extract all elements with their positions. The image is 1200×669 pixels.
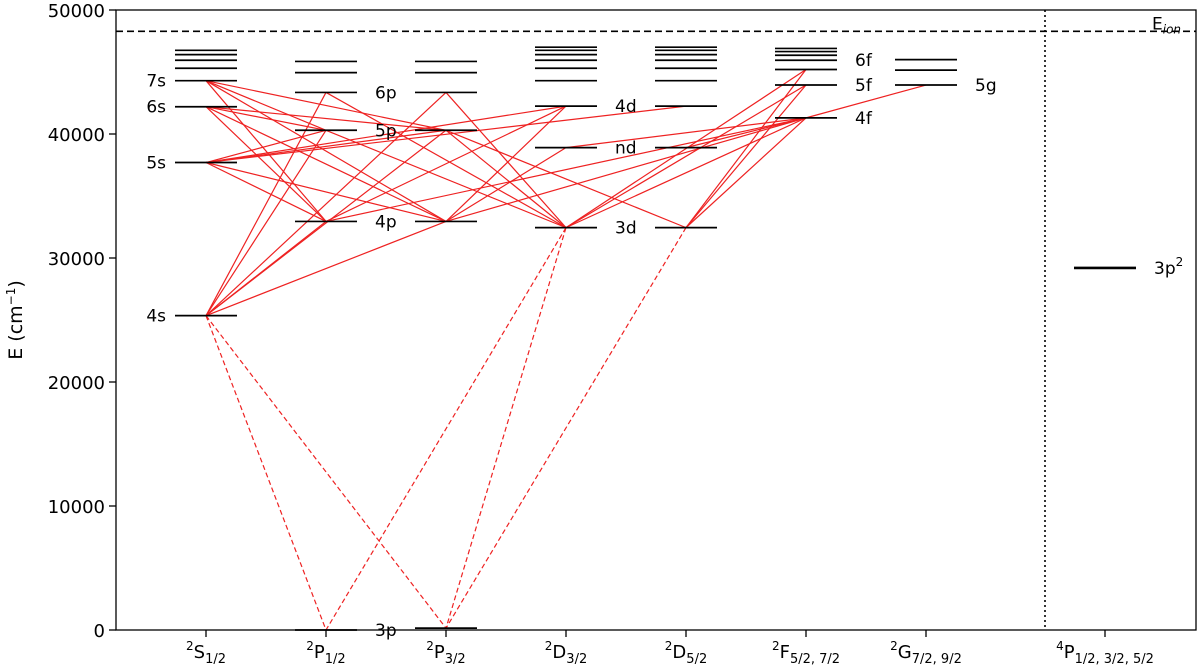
- transition-line: [445, 147, 567, 222]
- level-label: 5s: [146, 154, 166, 174]
- transition-line: [205, 161, 327, 222]
- level-label: 5p: [375, 121, 397, 141]
- x-tick-label: 2F5/2, 7/2: [772, 639, 840, 667]
- transition-line: [325, 91, 567, 229]
- level-label: 4d: [615, 97, 637, 117]
- y-tick-label: 0: [94, 621, 105, 642]
- level-label: 7s: [146, 72, 166, 92]
- level-label: 4f: [855, 109, 873, 129]
- y-tick-label: 50000: [48, 1, 105, 22]
- y-tick-label: 30000: [48, 249, 105, 270]
- transition-line: [205, 106, 327, 131]
- x-tick-label: 2G7/2, 9/2: [890, 639, 962, 667]
- level-label: 4s: [146, 307, 166, 327]
- transition-line: [205, 105, 567, 164]
- transition-line: [205, 80, 327, 222]
- transition-line: [205, 92, 447, 317]
- transition-line: [685, 117, 807, 149]
- transition-line: [205, 106, 447, 131]
- transition-line: [205, 80, 327, 131]
- transitions-layer: [205, 69, 927, 631]
- transition-line: [205, 129, 447, 164]
- transition-line: [685, 84, 807, 229]
- level-labels-layer: 7s 6s 5s 4s 6p 5p 4p 3p 4d nd 3d 6f 5f 4f 5g 3p2: [146, 51, 1183, 641]
- ionization-label: Eion: [1152, 14, 1181, 36]
- transition-line: [205, 106, 327, 222]
- transition-line: [205, 105, 687, 164]
- y-tick-label: 20000: [48, 373, 105, 394]
- transition-line-dashed: [205, 315, 447, 629]
- x-tick-label: 2D5/2: [665, 639, 707, 667]
- level-label: 6p: [375, 83, 397, 103]
- transition-line: [565, 117, 807, 149]
- transition-line: [205, 80, 447, 131]
- transition-line: [685, 69, 807, 228]
- plot-background: [116, 10, 1196, 630]
- y-tick-label: 10000: [48, 497, 105, 518]
- level-label: 5f: [855, 76, 873, 96]
- transition-line-dashed: [325, 227, 567, 631]
- transition-line: [205, 161, 447, 223]
- level-label: 3d: [615, 219, 637, 239]
- transition-line-dashed: [205, 315, 327, 631]
- transition-line: [445, 129, 567, 229]
- level-label: 5g: [975, 76, 997, 96]
- level-label: 3p: [375, 621, 397, 641]
- y-axis-ticks: 0 10000 20000 30000 40000 50000: [48, 1, 116, 642]
- transition-line: [325, 129, 567, 229]
- level-label: 4p: [375, 212, 397, 232]
- transition-line: [565, 117, 807, 229]
- level-label: nd: [615, 139, 637, 159]
- level-label: 3p2: [1154, 255, 1183, 279]
- x-tick-label: 4P1/2, 3/2, 5/2: [1056, 639, 1154, 667]
- transition-line: [565, 84, 807, 229]
- x-tick-label: 2D3/2: [545, 639, 587, 667]
- level-label: 6f: [855, 51, 873, 71]
- x-axis-ticks: 2S1/2 2P1/2 2P3/2 2D3/2 2D5/2 2F5/2, 7/2 2G7/2…: [186, 630, 1154, 667]
- transition-line: [205, 129, 327, 164]
- level-label: 6s: [146, 98, 166, 118]
- plot-frame: [115, 9, 1197, 631]
- transition-line: [205, 80, 447, 222]
- x-tick-label: 2P1/2: [306, 639, 345, 667]
- transition-line: [205, 129, 327, 316]
- transition-line: [205, 220, 447, 317]
- x-tick-label: 2P3/2: [426, 639, 465, 667]
- y-axis-title: E (cm−1): [4, 280, 27, 360]
- transition-line: [445, 92, 567, 229]
- transition-line: [445, 129, 687, 229]
- transition-line: [445, 117, 807, 222]
- transition-line-dashed: [445, 227, 687, 629]
- transition-line-dashed: [445, 227, 567, 629]
- transition-line: [805, 84, 927, 119]
- y-tick-label: 40000: [48, 125, 105, 146]
- transition-line: [685, 117, 807, 229]
- x-tick-label: 2S1/2: [186, 639, 226, 667]
- transition-line: [325, 117, 807, 223]
- transition-line: [205, 106, 447, 222]
- transition-line: [205, 129, 447, 317]
- transition-line: [565, 69, 807, 229]
- transition-line: [445, 105, 567, 222]
